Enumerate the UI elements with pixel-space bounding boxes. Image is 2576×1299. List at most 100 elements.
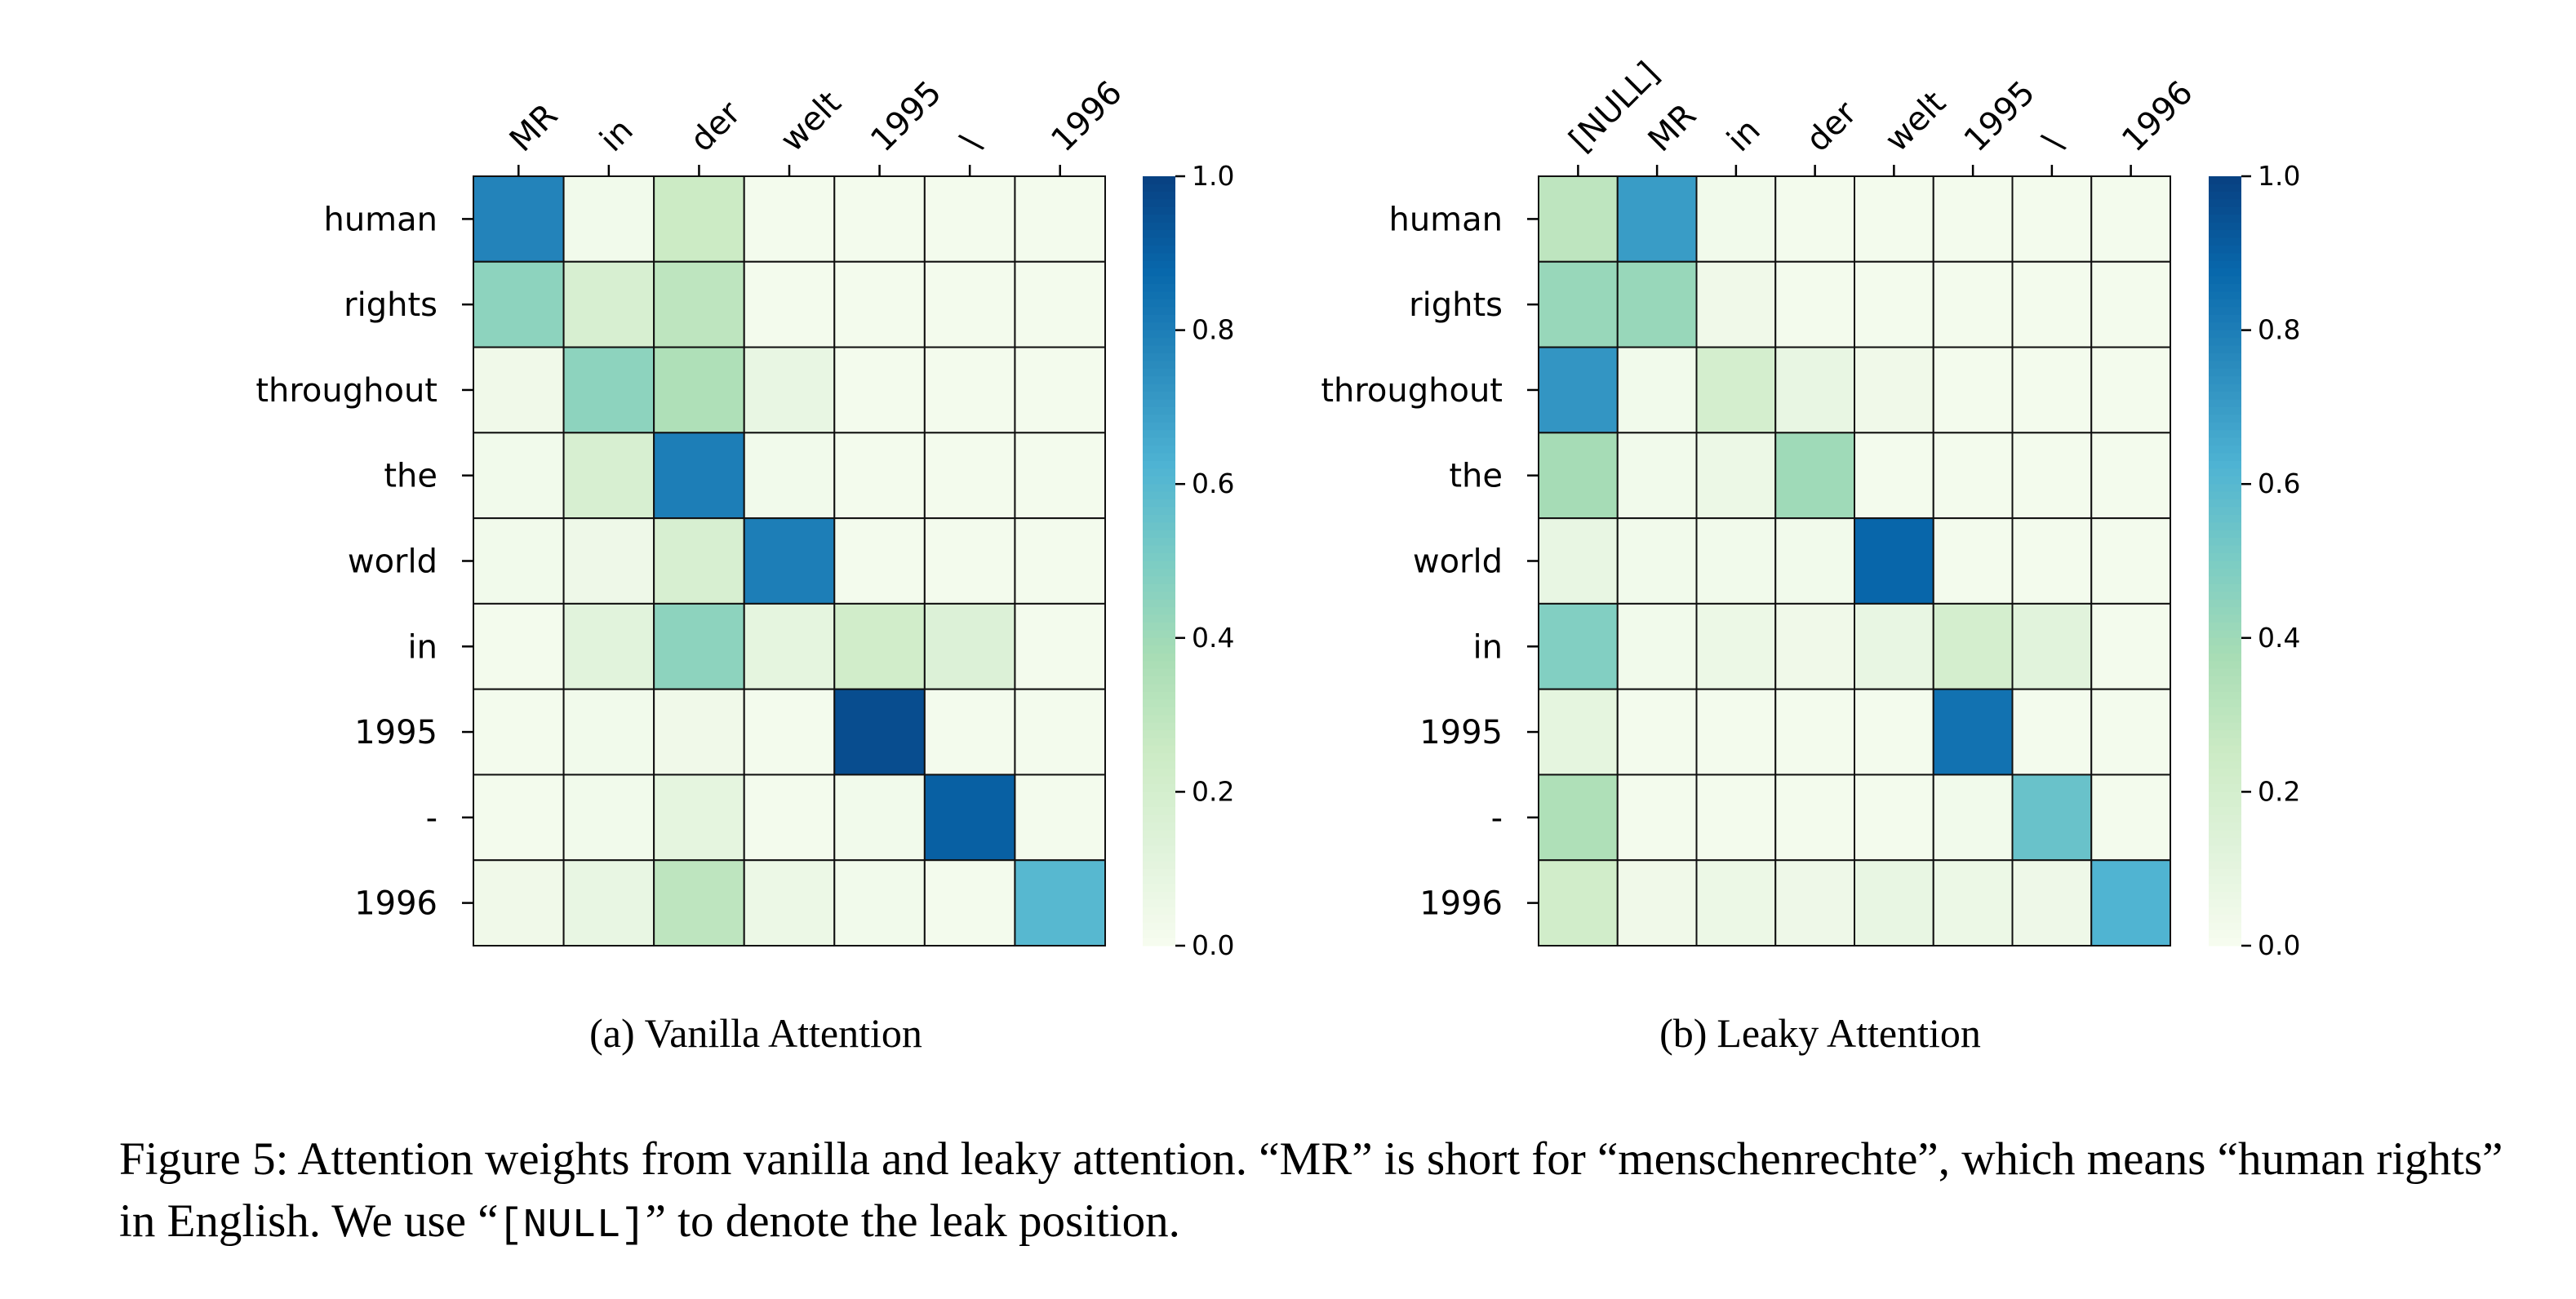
colorbar-segment <box>1143 814 1175 823</box>
colorbar-segment <box>1143 284 1175 293</box>
colorbar-segment <box>1143 907 1175 916</box>
colorbar-tick-label: 0.6 <box>2258 468 2300 499</box>
colorbar-segment <box>2209 422 2241 431</box>
heatmap-cell <box>923 688 1016 776</box>
heatmap-cell <box>1695 774 1777 862</box>
heatmap-cell <box>1854 175 1934 263</box>
x-tick-label: der <box>1799 94 1864 159</box>
colorbar-segment <box>1143 891 1175 901</box>
colorbar-segment <box>2209 206 2241 215</box>
y-tick-label: 1995 <box>354 714 437 751</box>
colorbar-segment <box>2209 645 2241 654</box>
colorbar-tick-label: 1.0 <box>1192 160 1234 192</box>
colorbar-segment <box>1143 715 1175 724</box>
colorbar-segment <box>2209 406 2241 415</box>
colorbar-segment <box>2209 707 2241 716</box>
y-tick-label: world <box>348 543 437 581</box>
heatmap-cell <box>1616 517 1698 605</box>
colorbar-segment <box>1143 260 1175 269</box>
colorbar-segment <box>2209 446 2241 454</box>
colorbar-segment <box>2209 545 2241 554</box>
heatmap-cell <box>743 260 836 348</box>
colorbar-segment <box>2209 260 2241 269</box>
heatmap-cell <box>1014 602 1107 690</box>
heatmap-cell <box>653 688 745 776</box>
subfigure-label: (b) <box>1659 1010 1707 1056</box>
colorbar-segment <box>2209 868 2241 877</box>
heatmap-cell <box>2011 517 2093 605</box>
colorbar-segment <box>2209 807 2241 816</box>
heatmap-cell <box>833 602 926 690</box>
heatmap-cell <box>1774 688 1855 776</box>
colorbar-segment <box>1143 491 1175 500</box>
colorbar-segment <box>2209 853 2241 862</box>
colorbar-segment <box>1143 876 1175 885</box>
colorbar-segment <box>1143 453 1175 462</box>
heatmap-cell <box>1695 688 1777 776</box>
colorbar-segment <box>1143 460 1175 469</box>
x-tick-label: MR <box>1641 96 1704 159</box>
y-tick-label: the <box>384 458 437 495</box>
heatmap-cell <box>2090 859 2171 947</box>
heatmap-cell <box>1616 688 1698 776</box>
heatmap-cell <box>2090 175 2171 263</box>
heatmap-cell <box>473 859 565 947</box>
colorbar-segment <box>1143 422 1175 431</box>
heatmap-cell <box>1538 346 1619 434</box>
heatmap-cell <box>1695 602 1777 690</box>
colorbar-segment <box>1143 230 1175 239</box>
colorbar-segment <box>2209 399 2241 408</box>
colorbar-segment <box>2209 622 2241 631</box>
heatmap-cell <box>562 688 655 776</box>
heatmap-cell <box>1014 432 1107 520</box>
colorbar-segment <box>2209 760 2241 769</box>
colorbar-segment <box>2209 607 2241 616</box>
caption-text-2: ” to denote the leak position. <box>645 1195 1180 1247</box>
colorbar-segment <box>1143 276 1175 285</box>
colorbar-segment <box>2209 191 2241 200</box>
colorbar-segment <box>2209 276 2241 285</box>
x-tick-label: 1996 <box>1044 74 1130 160</box>
colorbar-segment <box>1143 592 1175 601</box>
colorbar-segment <box>2209 383 2241 392</box>
colorbar-segment <box>2209 322 2241 331</box>
colorbar-segment <box>1143 330 1175 339</box>
heatmap-cell <box>833 688 926 776</box>
colorbar-segment <box>1143 291 1175 300</box>
heatmap-cell <box>1695 175 1777 263</box>
colorbar-segment <box>1143 822 1175 831</box>
x-tick-label: welt <box>774 84 849 159</box>
colorbar-segment <box>1143 837 1175 847</box>
y-tick-label: in <box>1473 628 1503 666</box>
heatmap-cell <box>562 517 655 605</box>
colorbar-segment <box>1143 861 1175 870</box>
colorbar-segment <box>1143 545 1175 554</box>
subfigure-caption: (b) Leaky Attention <box>1659 1010 1981 1056</box>
heatmap-cell <box>473 432 565 520</box>
colorbar-segment <box>2209 507 2241 516</box>
heatmap-cell <box>743 859 836 947</box>
colorbar-segment <box>2209 722 2241 731</box>
colorbar-segment <box>2209 352 2241 361</box>
colorbar-segment <box>1143 783 1175 792</box>
heatmap-cell <box>743 688 836 776</box>
colorbar-segment <box>1143 607 1175 616</box>
colorbar-segment <box>1143 406 1175 415</box>
colorbar-tick-label: 0.0 <box>2258 929 2300 961</box>
colorbar-segment <box>1143 222 1175 231</box>
heatmap-cell <box>1616 346 1698 434</box>
heatmap-cell <box>562 175 655 263</box>
heatmap-cell <box>473 260 565 348</box>
colorbar-segment <box>2209 661 2241 670</box>
colorbar-segment <box>1143 437 1175 446</box>
colorbar-segment <box>1143 514 1175 523</box>
heatmap-cell <box>1014 346 1107 434</box>
colorbar-segment <box>2209 822 2241 831</box>
colorbar-segment <box>2209 837 2241 847</box>
colorbar-segment <box>1143 637 1175 646</box>
heatmap-cell <box>833 175 926 263</box>
heatmap-cell <box>1854 602 1934 690</box>
heatmap-cell <box>2011 260 2093 348</box>
y-tick-label: throughout <box>255 372 437 410</box>
colorbar-segment <box>1143 699 1175 708</box>
